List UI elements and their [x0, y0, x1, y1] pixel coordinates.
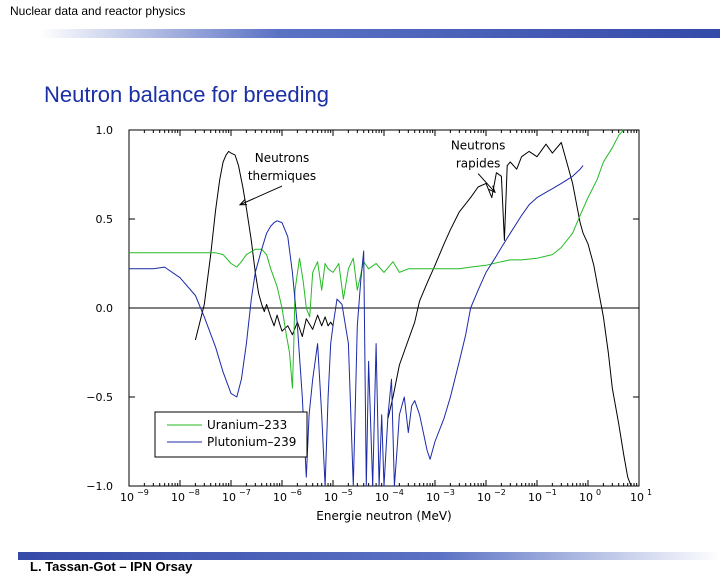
x-tick-base: 10: [528, 491, 542, 504]
x-tick-exponent: −4: [392, 488, 404, 497]
x-tick-base: 10: [120, 491, 134, 504]
x-axis-label: Energie neutron (MeV): [316, 509, 451, 523]
y-tick-label: −1.0: [86, 480, 113, 493]
x-tick-base: 10: [579, 491, 593, 504]
x-tick-exponent: −1: [545, 488, 557, 497]
x-tick-exponent: −5: [341, 488, 353, 497]
series-layer: [129, 129, 632, 487]
x-tick-exponent: −3: [443, 488, 455, 497]
annotation-text: Neutrons: [255, 151, 310, 165]
x-tick-exponent: −9: [137, 488, 149, 497]
annotation-arrow: [239, 185, 283, 206]
x-tick-base: 10: [426, 491, 440, 504]
header-title: Nuclear data and reactor physics: [10, 4, 186, 18]
annotation-arrowhead: [238, 199, 247, 206]
x-tick-base: 10: [222, 491, 236, 504]
legend-label-plutonium: Plutonium–239: [207, 435, 296, 449]
series-line-1: [387, 142, 632, 487]
y-tick-label: 1.0: [96, 124, 114, 137]
x-tick-base: 10: [324, 491, 338, 504]
legend-box: [154, 411, 308, 458]
x-tick-base: 10: [171, 491, 185, 504]
x-tick-exponent: −6: [290, 488, 302, 497]
x-tick-base: 10: [375, 491, 389, 504]
y-tick-label: 0.5: [96, 213, 114, 226]
annotation-text: thermiques: [248, 169, 316, 183]
series-line-3: [129, 165, 584, 487]
x-tick-base: 10: [477, 491, 491, 504]
x-tick-base: 10: [630, 491, 644, 504]
series-line-2: [129, 129, 624, 389]
x-tick-base: 10: [273, 491, 287, 504]
annotation-arrow: [477, 173, 496, 193]
annotation-arrowhead: [488, 185, 496, 194]
footer-accent-bar: [18, 552, 720, 560]
header-accent-bar: [40, 29, 720, 38]
x-tick-exponent: −2: [494, 488, 506, 497]
footer-text: L. Tassan-Got – IPN Orsay: [30, 559, 193, 574]
annotation-text: rapides: [456, 157, 501, 171]
legend-label-uranium: Uranium–233: [207, 418, 287, 432]
x-tick-exponent: 0: [596, 488, 601, 497]
slide-title: Neutron balance for breeding: [44, 82, 329, 107]
annotations: Neutrons thermiques Neutrons rapides: [238, 139, 506, 206]
x-tick-exponent: −7: [239, 488, 251, 497]
series-line-0: [194, 150, 334, 341]
legend: Uranium–233 Plutonium–239: [154, 411, 308, 458]
annotation-text: Neutrons: [451, 139, 506, 153]
y-tick-label: −0.5: [86, 391, 113, 404]
x-tick-exponent: −8: [188, 488, 200, 497]
y-tick-label: 0.0: [96, 302, 114, 315]
x-tick-exponent: 1: [647, 488, 652, 497]
axis-ticks: −1.0−0.50.00.51.010 −9 10 −8 10 −7 10 −6 10 −5 10−…: [86, 124, 652, 504]
